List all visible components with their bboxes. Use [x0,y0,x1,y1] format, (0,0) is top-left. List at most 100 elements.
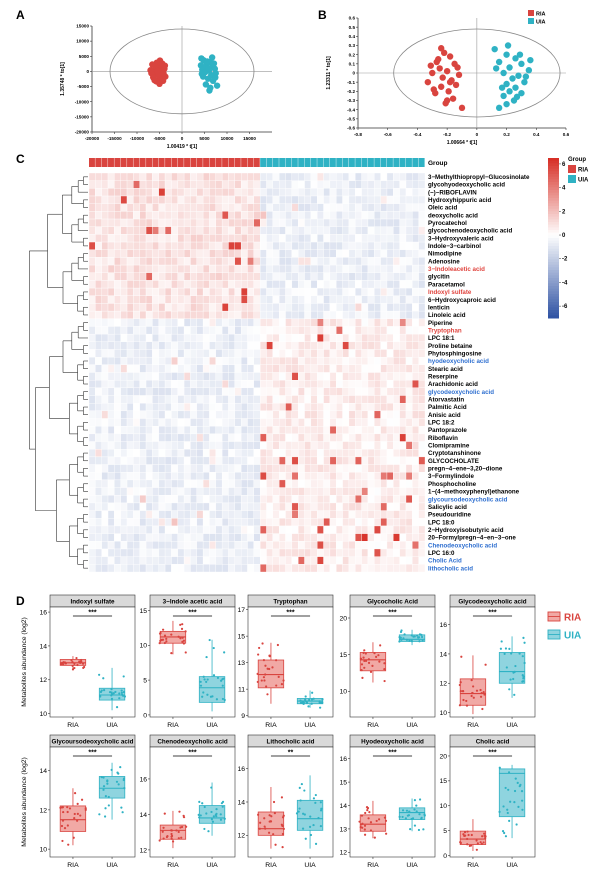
plot-frame [349,746,436,858]
heatmap-cell [158,495,166,504]
heatmap-cell [399,433,407,442]
heatmap-cell [323,548,331,557]
heatmap-cell [336,349,343,358]
heatmap-cell [329,556,337,565]
heatmap-cell [361,264,369,273]
heatmap-cell [298,533,305,542]
heatmap-cell [367,211,375,220]
data-point [418,633,422,636]
heatmap-cell [145,525,153,534]
heatmap-cell [202,195,210,204]
heatmap-cell [317,533,324,542]
heatmap-cell [329,172,337,181]
heatmap-cell [279,541,286,550]
heatmap-cell [355,218,362,227]
heatmap-cell [272,280,280,289]
heatmap-cell [215,249,223,258]
heatmap-cell [95,426,102,435]
heatmap-cell [202,464,210,473]
heatmap-cell [139,518,147,527]
data-point [312,697,315,700]
heatmap-cell [291,426,299,435]
colorbar-step [548,291,559,295]
heatmap-cell [164,479,172,488]
heatmap-cell [285,464,293,473]
heatmap-cell [107,318,115,327]
heatmap-cell [145,303,153,312]
heatmap-cell [196,195,204,204]
heatmap-cell [348,349,356,358]
heatmap-cell [418,548,426,557]
heatmap-cell [164,541,172,550]
data-point [498,810,501,813]
heatmap-cell [196,495,204,504]
heatmap-cell [107,249,115,258]
heatmap-cell [88,403,96,412]
heatmap-cell [120,249,128,258]
heatmap-cell [291,518,299,527]
heatmap-cell [291,310,299,319]
heatmap-cell [183,211,191,220]
data-point [513,693,516,696]
heatmap-cell [120,264,128,273]
group-annotation-cell [234,158,241,167]
heatmap-cell [393,188,400,197]
heatmap-cell [355,426,362,435]
heatmap-cell [171,487,178,496]
heatmap-cell [133,525,140,534]
heatmap-cell [418,403,426,412]
data-point [221,678,224,681]
heatmap-cell [95,287,102,296]
heatmap-cell [304,533,312,542]
heatmap-cell [285,564,293,573]
heatmap-cell [386,280,394,289]
heatmap-cell [336,403,343,412]
y-tick-label: 5 [143,678,147,685]
y-tick-label: 15 [339,780,347,787]
heatmap-cell [234,172,242,181]
heatmap-cell [177,387,185,396]
data-point [507,771,511,774]
heatmap-cell [133,203,140,212]
heatmap-cell [221,341,229,350]
heatmap-cell [393,303,400,312]
heatmap-cell [228,456,235,465]
heatmap-cell [95,548,102,557]
data-point [122,778,125,782]
scatter-plot-a: -20000 -15000 -10000 -5000 0 5000 10000 1500015… [60,24,272,150]
heatmap-cell [317,218,324,227]
data-point [110,688,113,691]
group-annotation-cell [95,158,102,167]
data-point [170,832,173,836]
heatmap-cell [418,264,426,273]
heatmap-cell [183,472,191,481]
heatmap-cell [126,441,134,450]
heatmap-cell [367,226,375,235]
panel-label-d: D [16,594,25,608]
heatmap-cell [266,211,274,220]
heatmap-cell [88,418,96,427]
heatmap-cell [139,426,147,435]
heatmap-cell [393,441,400,450]
heatmap-cell [399,418,407,427]
heatmap-cell [221,303,229,312]
heatmap-cell [399,172,407,181]
scatter-point-ria [151,77,158,84]
data-point [371,664,374,667]
heatmap-cell [202,479,210,488]
heatmap-cell [380,456,388,465]
heatmap-cell [114,211,121,220]
y-tick-label: 0.3 [349,43,356,48]
heatmap-cell [393,395,400,404]
data-point [282,679,285,682]
legend-swatch-ria [528,10,534,16]
heatmap-cell [361,387,369,396]
data-point [360,663,364,666]
heatmap-cell [190,556,197,565]
data-point [102,788,105,791]
heatmap-cell [177,264,185,273]
data-point [72,836,75,839]
heatmap-cell [342,303,350,312]
data-point [508,647,511,650]
